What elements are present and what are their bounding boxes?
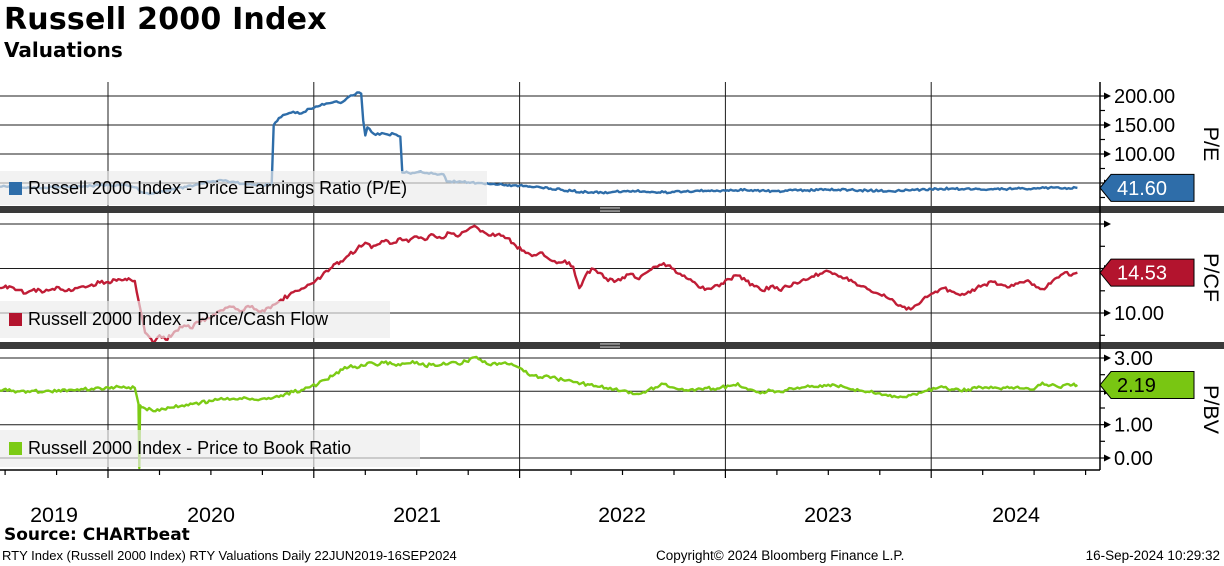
y-axis-title-pcf: P/CF — [1199, 253, 1223, 302]
footer-timestamp: 16-Sep-2024 10:29:32 — [1085, 548, 1220, 563]
x-axis-year-labels: 2019 2020 2021 2022 2023 2024 — [30, 503, 1040, 527]
source-line: Source: CHARTbeat — [4, 525, 190, 545]
h-gridlines-pbv — [0, 357, 1100, 459]
h-gridlines-pcf — [0, 223, 1100, 314]
year-label: 2023 — [804, 503, 852, 527]
badge-value: 14.53 — [1117, 263, 1167, 285]
separator-drag-handle-icon[interactable] — [600, 207, 620, 212]
page-subtitle: Valuations — [4, 38, 123, 62]
pe-series-swatch-icon — [9, 181, 22, 195]
pcf-series-swatch-icon — [9, 313, 22, 326]
last-value-badge-pe: 41.60 — [1099, 173, 1195, 202]
y-axis-pbv: 3.002.001.000.00 — [1100, 348, 1153, 470]
page-title: Russell 2000 Index — [4, 2, 327, 37]
year-label: 2021 — [393, 503, 441, 527]
year-label: 2022 — [598, 503, 646, 527]
y-tick-label: 200.00 — [1114, 86, 1175, 108]
badge-value: 2.19 — [1117, 375, 1156, 397]
legend-price-to-book[interactable]: Russell 2000 Index - Price to Book Ratio — [0, 430, 420, 467]
last-value-badge-pcf: 14.53 — [1099, 258, 1195, 287]
footer-security-info: RTY Index (Russell 2000 Index) RTY Valua… — [2, 548, 457, 563]
pbv-series-swatch-icon — [9, 442, 22, 455]
last-value-badge-pbv: 2.19 — [1099, 371, 1195, 399]
h-gridlines-pe — [0, 95, 1100, 184]
badge-value: 41.60 — [1117, 178, 1167, 200]
y-tick-label: 0.00 — [1114, 448, 1153, 470]
y-tick-label: 100.00 — [1114, 144, 1175, 166]
x-axis-ticks — [4, 470, 1087, 478]
panel-separator — [0, 342, 1224, 349]
legend-label: Russell 2000 Index - Price Earnings Rati… — [28, 177, 408, 198]
chart-header: Russell 2000 Index Valuations — [4, 2, 327, 62]
y-tick-label: 150.00 — [1114, 115, 1175, 137]
series-line-pbv — [0, 355, 1079, 470]
y-tick-label: 10.00 — [1114, 303, 1164, 325]
year-label: 2020 — [187, 503, 235, 527]
panel-separator — [0, 206, 1224, 213]
separator-drag-handle-icon[interactable] — [600, 343, 620, 348]
y-tick-label: 3.00 — [1114, 348, 1153, 370]
legend-price-cash-flow[interactable]: Russell 2000 Index - Price/Cash Flow — [0, 301, 390, 338]
year-label: 2024 — [992, 503, 1040, 527]
legend-price-earnings[interactable]: Russell 2000 Index - Price Earnings Rati… — [0, 171, 487, 205]
legend-label: Russell 2000 Index - Price/Cash Flow — [28, 309, 329, 329]
footer-copyright: Copyright© 2024 Bloomberg Finance L.P. — [656, 548, 905, 563]
year-label: 2019 — [30, 503, 78, 527]
y-tick-label: 1.00 — [1114, 415, 1153, 437]
y-axis-title-pbv: P/BV — [1199, 385, 1223, 435]
legend-label: Russell 2000 Index - Price to Book Ratio — [28, 438, 352, 458]
vertical-gridlines — [107, 82, 932, 470]
y-axis-title-pe: P/E — [1199, 127, 1223, 162]
